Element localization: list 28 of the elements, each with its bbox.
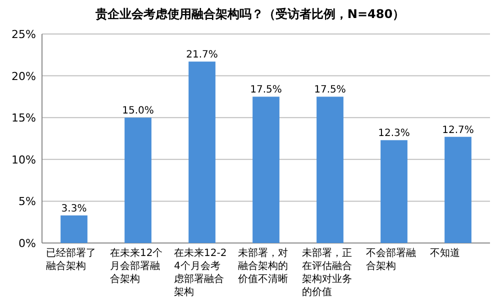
y-tick-label: 15% xyxy=(12,112,36,125)
bar xyxy=(444,136,472,243)
x-tick-label: 不知道 xyxy=(430,247,461,260)
x-tick-label: 在未来12个月会部署融合架构 xyxy=(110,247,164,286)
y-tick-label: 10% xyxy=(12,153,36,166)
y-tick-label: 5% xyxy=(18,195,36,208)
x-tick-label: 已经部署了融合架构 xyxy=(46,247,97,273)
bar xyxy=(124,118,152,243)
data-label: 12.7% xyxy=(442,124,474,136)
bar xyxy=(252,96,280,243)
x-tick-label: 未部署，对融合架构的价值不清晰 xyxy=(238,247,289,286)
data-label: 17.5% xyxy=(250,84,282,96)
y-tick-label: 20% xyxy=(12,70,36,83)
chart-title: 贵企业会考虑使用融合架构吗？（受访者比例，N=480） xyxy=(94,6,406,23)
bar xyxy=(316,96,344,243)
bar xyxy=(380,140,408,243)
y-tick-label: 0% xyxy=(18,237,36,250)
bar xyxy=(60,215,88,243)
x-tick-label: 未部署，正在评估融合架构对业务的价值 xyxy=(302,247,353,299)
x-tick-label: 在未来12-24个月会考虑部署融合架构 xyxy=(174,247,228,299)
bar xyxy=(188,62,216,243)
y-tick-label: 25% xyxy=(12,28,36,41)
x-tick-label: 不会部署融合架构 xyxy=(366,247,417,273)
data-label: 21.7% xyxy=(186,50,218,61)
data-label: 3.3% xyxy=(61,203,87,214)
data-label: 12.3% xyxy=(378,128,410,140)
data-label: 17.5% xyxy=(314,84,346,96)
data-label: 15.0% xyxy=(122,106,154,117)
